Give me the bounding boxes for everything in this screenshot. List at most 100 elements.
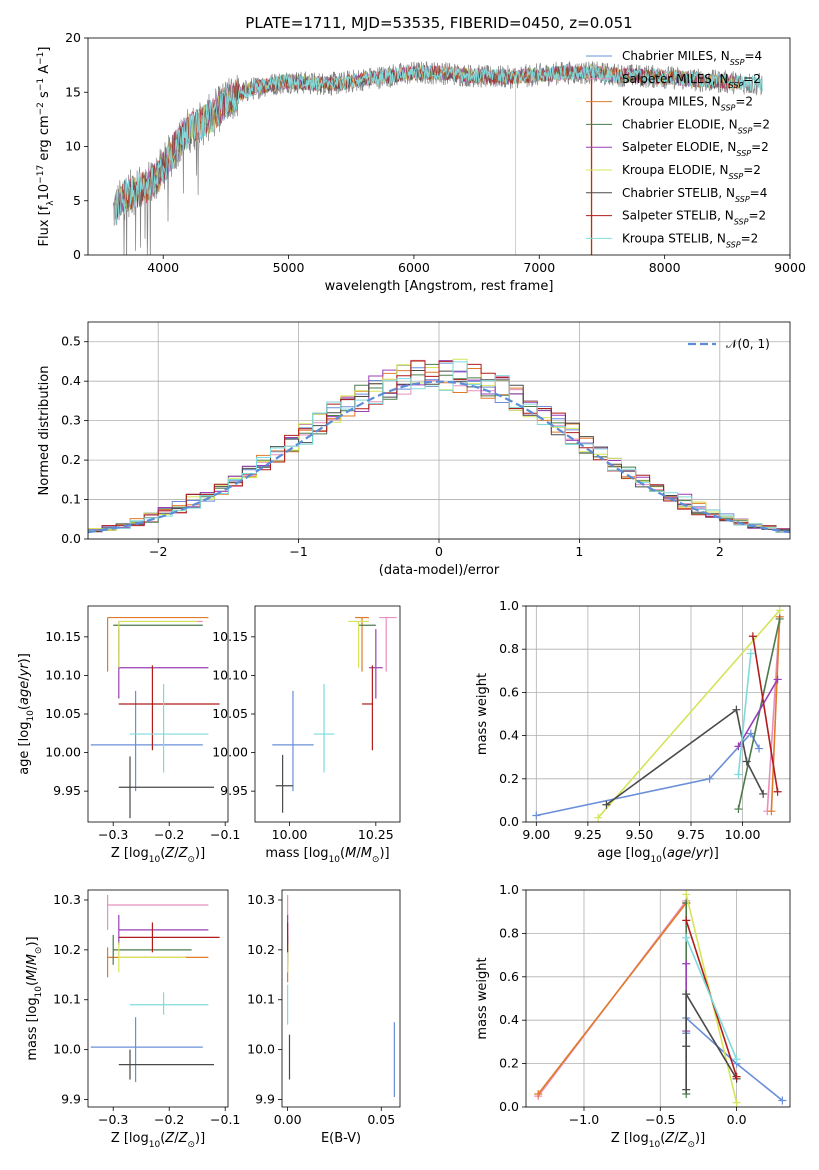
y-tick-label: 0.2 bbox=[499, 771, 519, 786]
y-tick-label: 10.2 bbox=[53, 942, 81, 957]
y-tick-label: 0.6 bbox=[499, 684, 519, 699]
y-tick-label: 10.15 bbox=[212, 629, 248, 644]
x-axis-label: E(B-V) bbox=[321, 1131, 361, 1146]
plot-area bbox=[90, 894, 220, 1083]
errorbar-point bbox=[90, 1017, 203, 1083]
y-tick-label: 9.95 bbox=[53, 783, 81, 798]
weight-line bbox=[605, 708, 764, 806]
y-axis-label: mass [log10(M/M⊙)] bbox=[25, 936, 44, 1060]
y-tick-label: 10.10 bbox=[212, 667, 248, 682]
x-tick-label: −1 bbox=[289, 544, 307, 559]
x-tick-label: 9000 bbox=[774, 260, 806, 275]
y-tick-label: 0.4 bbox=[499, 1012, 519, 1027]
y-tick-label: 0.6 bbox=[499, 969, 519, 984]
axes-frame bbox=[254, 605, 401, 823]
legend-label: Chabrier MILES, NSSP=4 bbox=[622, 49, 762, 67]
y-tick-label: 9.9 bbox=[255, 1092, 275, 1107]
x-tick-label: 0.0 bbox=[727, 1112, 747, 1127]
errorbar-point bbox=[368, 629, 383, 699]
residual-histogram bbox=[88, 361, 790, 539]
model-spectrum-line bbox=[115, 65, 741, 221]
errorbar-point bbox=[313, 683, 335, 773]
weight-marker bbox=[734, 805, 743, 814]
weight-marker bbox=[778, 1096, 787, 1105]
legend-label: Salpeter ELODIE, NSSP=2 bbox=[622, 140, 769, 158]
x-tick-label: −0.2 bbox=[154, 827, 184, 842]
x-tick-label: −1.0 bbox=[569, 1112, 599, 1127]
x-tick-label: −0.5 bbox=[645, 1112, 675, 1127]
x-tick-label: −0.3 bbox=[98, 827, 128, 842]
errorbar-point bbox=[118, 1049, 214, 1080]
weight-marker bbox=[775, 614, 784, 623]
y-tick-label: 9.95 bbox=[220, 783, 248, 798]
weight-marker bbox=[594, 813, 603, 822]
y-axis-label: mass weight bbox=[475, 957, 490, 1039]
x-tick-label: 10.00 bbox=[272, 827, 308, 842]
y-tick-label: 10.0 bbox=[247, 1042, 275, 1057]
x-tick-label: 0.00 bbox=[274, 1112, 302, 1127]
residual-histogram bbox=[88, 360, 790, 539]
y-tick-label: 1.0 bbox=[499, 882, 519, 897]
y-tick-label: 0.8 bbox=[499, 641, 519, 656]
errorbar-point bbox=[348, 620, 369, 668]
weight-marker bbox=[682, 990, 691, 999]
axes-frame bbox=[87, 889, 229, 1108]
x-tick-label: 9.00 bbox=[522, 827, 550, 842]
y-tick-label: 0.3 bbox=[61, 413, 81, 428]
weight-line bbox=[737, 678, 779, 747]
errorbar-point bbox=[272, 690, 314, 792]
y-tick-label: 10.3 bbox=[247, 892, 275, 907]
normal-reference-curve bbox=[88, 380, 790, 534]
x-tick-label: −2 bbox=[149, 544, 167, 559]
weight-marker bbox=[602, 800, 611, 809]
weight-marker bbox=[775, 606, 784, 615]
axes-frame bbox=[87, 605, 229, 823]
axes: 0.00 0.05 9.9 10.0 10.1 10.2 10.3 E(B-V) bbox=[247, 889, 401, 1146]
x-tick-label: −0.3 bbox=[98, 1112, 128, 1127]
panel-weight-vs-Z: −1.0 −0.5 0.0 0.0 0.2 0.4 0.6 0.8 1.0 Z [log10(Z/… bbox=[475, 882, 791, 1150]
weight-marker bbox=[742, 757, 751, 766]
errorbar-point bbox=[90, 690, 203, 792]
y-tick-label: 10.3 bbox=[53, 892, 81, 907]
y-tick-label: 0.4 bbox=[61, 373, 81, 388]
x-tick-label: −0.1 bbox=[210, 827, 240, 842]
axes: −0.3 −0.2 −0.1 9.9 10.0 10.1 10.2 10.3 Z [log10(… bbox=[25, 889, 240, 1150]
y-tick-label: 1.0 bbox=[499, 598, 519, 613]
y-tick-label: 10 bbox=[65, 139, 81, 154]
weight-marker bbox=[532, 811, 541, 820]
y-axis-label: mass weight bbox=[475, 673, 490, 755]
errorbar-point bbox=[118, 756, 214, 819]
errorbar-point bbox=[275, 754, 293, 813]
y-axis-label: Flux [fλ10−17 erg cm−2 s−1 A−1] bbox=[36, 47, 56, 247]
plot-area bbox=[534, 890, 787, 1107]
weight-line bbox=[752, 636, 779, 792]
x-axis-label: Z [log10(Z/Z⊙)] bbox=[111, 846, 205, 865]
plot-area bbox=[88, 358, 790, 539]
x-axis-label: Z [log10(Z/Z⊙)] bbox=[111, 1131, 205, 1150]
x-tick-label: 0 bbox=[435, 544, 443, 559]
weight-marker bbox=[732, 1098, 741, 1107]
axes-frame bbox=[525, 605, 791, 823]
axes: −1.0 −0.5 0.0 0.0 0.2 0.4 0.6 0.8 1.0 Z [log10(Z/… bbox=[475, 882, 791, 1150]
axes: 9.00 9.25 9.50 9.75 10.00 0.0 0.2 0.4 0.6 0.8 1.0 a… bbox=[475, 598, 791, 865]
x-tick-label: 0.05 bbox=[367, 1112, 395, 1127]
y-tick-label: 0.2 bbox=[61, 452, 81, 467]
errorbar-point bbox=[379, 616, 397, 672]
panel-mass-vs-EBV: 0.00 0.05 9.9 10.0 10.1 10.2 10.3 E(B-V) bbox=[247, 889, 401, 1146]
x-tick-label: 9.75 bbox=[677, 827, 705, 842]
y-tick-label: 10.2 bbox=[247, 942, 275, 957]
weight-line bbox=[597, 609, 781, 819]
errorbar-point bbox=[130, 992, 209, 1015]
weight-line bbox=[685, 991, 738, 1090]
x-axis-label: (data-model)/error bbox=[379, 563, 500, 578]
weight-marker bbox=[682, 890, 691, 899]
panel-age-vs-Z: −0.3 −0.2 −0.1 9.95 10.00 10.05 10.10 10.15 Z [l… bbox=[17, 605, 240, 865]
spectrum-legend: Chabrier MILES, NSSP=4 Salpeter MILES, NS… bbox=[586, 49, 770, 249]
legend-label: Salpeter STELIB, NSSP=2 bbox=[622, 209, 766, 227]
weight-marker bbox=[746, 649, 755, 658]
weight-line bbox=[737, 618, 781, 810]
weight-marker bbox=[682, 933, 691, 942]
x-tick-label: 5000 bbox=[273, 260, 305, 275]
legend-label: Chabrier STELIB, NSSP=4 bbox=[622, 186, 767, 204]
weight-marker bbox=[682, 916, 691, 925]
